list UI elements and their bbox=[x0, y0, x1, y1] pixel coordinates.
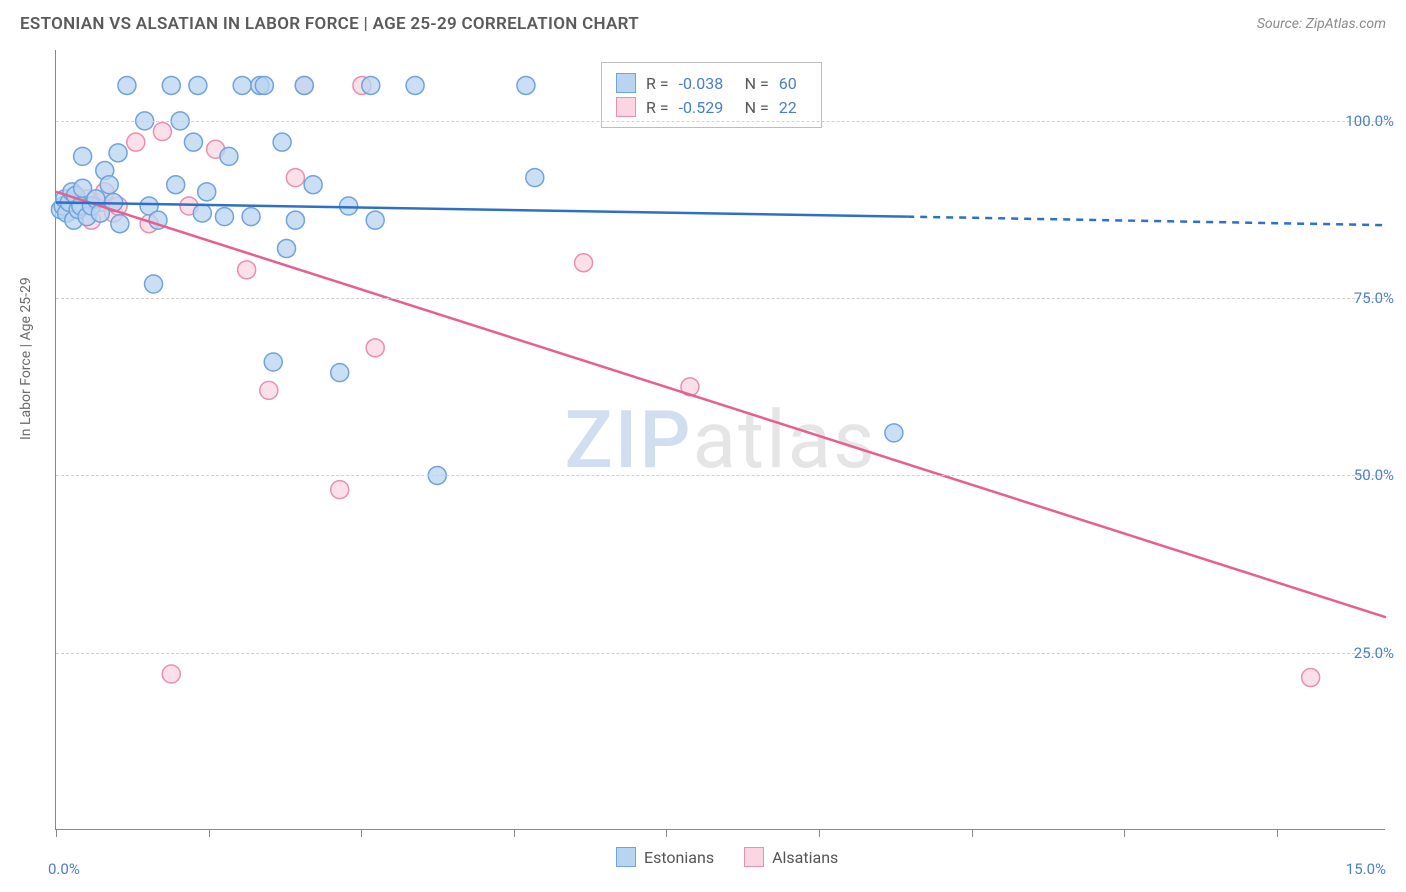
scatter-point bbox=[331, 481, 349, 499]
scatter-point bbox=[162, 76, 180, 94]
n-label: N = bbox=[745, 98, 769, 117]
scatter-point bbox=[153, 123, 171, 141]
scatter-point bbox=[1302, 669, 1320, 687]
r-value-alsatians: -0.529 bbox=[679, 98, 735, 117]
scatter-point bbox=[885, 424, 903, 442]
scatter-point bbox=[238, 261, 256, 279]
scatter-point bbox=[286, 211, 304, 229]
scatter-point bbox=[255, 76, 273, 94]
legend-label-estonians: Estonians bbox=[644, 848, 714, 867]
grid-line bbox=[56, 475, 1385, 476]
scatter-point bbox=[162, 665, 180, 683]
scatter-point bbox=[215, 208, 233, 226]
scatter-point bbox=[366, 339, 384, 357]
scatter-point bbox=[304, 176, 322, 194]
scatter-point bbox=[242, 208, 260, 226]
trend-line bbox=[907, 217, 1386, 226]
scatter-point bbox=[264, 353, 282, 371]
r-value-estonians: -0.038 bbox=[679, 74, 735, 93]
scatter-point bbox=[193, 204, 211, 222]
y-tick-label: 50.0% bbox=[1354, 466, 1394, 484]
correlation-row-estonians: R = -0.038 N = 60 bbox=[616, 71, 807, 95]
y-axis-label: In Labor Force | Age 25-29 bbox=[18, 277, 34, 440]
grid-line bbox=[56, 121, 1385, 122]
r-label: R = bbox=[646, 98, 669, 117]
scatter-point bbox=[286, 169, 304, 187]
scatter-point bbox=[366, 211, 384, 229]
scatter-point bbox=[145, 275, 163, 293]
scatter-point bbox=[111, 215, 129, 233]
source-credit: Source: ZipAtlas.com bbox=[1257, 16, 1386, 32]
scatter-point bbox=[74, 147, 92, 165]
scatter-point bbox=[517, 76, 535, 94]
swatch-estonians-icon bbox=[616, 847, 636, 867]
r-label: R = bbox=[646, 74, 669, 93]
scatter-point bbox=[273, 133, 291, 151]
grid-line bbox=[56, 653, 1385, 654]
scatter-point bbox=[331, 364, 349, 382]
swatch-estonians bbox=[616, 73, 636, 93]
y-tick-label: 25.0% bbox=[1354, 644, 1394, 662]
scatter-point bbox=[100, 176, 118, 194]
legend-item-estonians: Estonians bbox=[616, 847, 714, 867]
x-tick bbox=[972, 829, 973, 837]
x-tick bbox=[666, 829, 667, 837]
scatter-point bbox=[118, 76, 136, 94]
scatter-svg bbox=[56, 50, 1385, 829]
scatter-point bbox=[260, 381, 278, 399]
chart-plot-area: ZIPatlas R = -0.038 N = 60 R = -0.529 N … bbox=[55, 50, 1385, 830]
y-tick-label: 75.0% bbox=[1354, 289, 1394, 307]
scatter-point bbox=[295, 76, 313, 94]
scatter-point bbox=[362, 76, 380, 94]
swatch-alsatians bbox=[616, 97, 636, 117]
x-axis-max-label: 15.0% bbox=[1346, 860, 1386, 878]
legend-item-alsatians: Alsatians bbox=[744, 847, 838, 867]
x-tick bbox=[361, 829, 362, 837]
correlation-legend: R = -0.038 N = 60 R = -0.529 N = 22 bbox=[601, 62, 822, 128]
scatter-point bbox=[109, 144, 127, 162]
series-legend: Estonians Alsatians bbox=[616, 847, 838, 867]
scatter-point bbox=[526, 169, 544, 187]
n-value-estonians: 60 bbox=[779, 74, 807, 93]
grid-line bbox=[56, 298, 1385, 299]
x-tick bbox=[1124, 829, 1125, 837]
y-tick-label: 100.0% bbox=[1345, 112, 1394, 130]
scatter-point bbox=[184, 133, 202, 151]
x-tick bbox=[514, 829, 515, 837]
correlation-row-alsatians: R = -0.529 N = 22 bbox=[616, 95, 807, 119]
x-tick bbox=[56, 829, 57, 837]
scatter-point bbox=[278, 240, 296, 258]
swatch-alsatians-icon bbox=[744, 847, 764, 867]
chart-title: ESTONIAN VS ALSATIAN IN LABOR FORCE | AG… bbox=[20, 14, 639, 34]
scatter-point bbox=[220, 147, 238, 165]
n-value-alsatians: 22 bbox=[779, 98, 807, 117]
legend-label-alsatians: Alsatians bbox=[772, 848, 838, 867]
x-axis-min-label: 0.0% bbox=[48, 860, 80, 878]
scatter-point bbox=[575, 254, 593, 272]
n-label: N = bbox=[745, 74, 769, 93]
scatter-point bbox=[167, 176, 185, 194]
scatter-point bbox=[233, 76, 251, 94]
x-tick bbox=[819, 829, 820, 837]
scatter-point bbox=[406, 76, 424, 94]
scatter-point bbox=[198, 183, 216, 201]
x-tick bbox=[209, 829, 210, 837]
trend-line bbox=[56, 192, 1386, 617]
scatter-point bbox=[127, 133, 145, 151]
x-tick bbox=[1277, 829, 1278, 837]
scatter-point bbox=[189, 76, 207, 94]
